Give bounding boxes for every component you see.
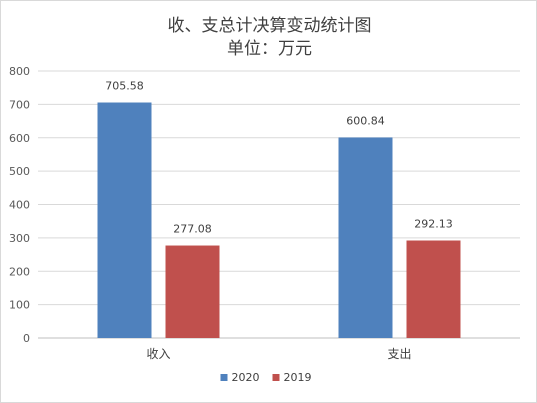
y-tick-label: 100 [9, 299, 30, 312]
y-tick-label: 0 [23, 332, 30, 345]
legend-swatch-2019 [272, 374, 280, 381]
y-tick-label: 800 [9, 65, 30, 78]
bar-2020-1 [338, 137, 393, 338]
legend-label: 2020 [232, 371, 260, 384]
category-label: 收入 [146, 347, 170, 361]
category-label: 支出 [387, 347, 411, 361]
bar-2019-0 [165, 245, 220, 338]
y-tick-label: 400 [9, 199, 30, 212]
chart-title: 收、支总计决算变动统计图 [167, 16, 372, 36]
y-tick-label: 600 [9, 132, 30, 145]
chart-subtitle: 单位：万元 [227, 39, 312, 59]
bar-2019-1 [406, 240, 461, 338]
data-label: 292.13 [414, 218, 453, 231]
legend-swatch-2020 [220, 374, 228, 381]
data-label: 705.58 [105, 80, 144, 93]
bar-2020-0 [97, 102, 152, 339]
y-tick-label: 300 [9, 232, 30, 245]
y-tick-label: 500 [9, 165, 30, 178]
y-tick-label: 200 [9, 265, 30, 278]
data-label: 600.84 [346, 114, 385, 127]
y-tick-label: 700 [9, 98, 30, 111]
data-label: 277.08 [173, 223, 212, 236]
legend-label: 2019 [284, 371, 312, 384]
